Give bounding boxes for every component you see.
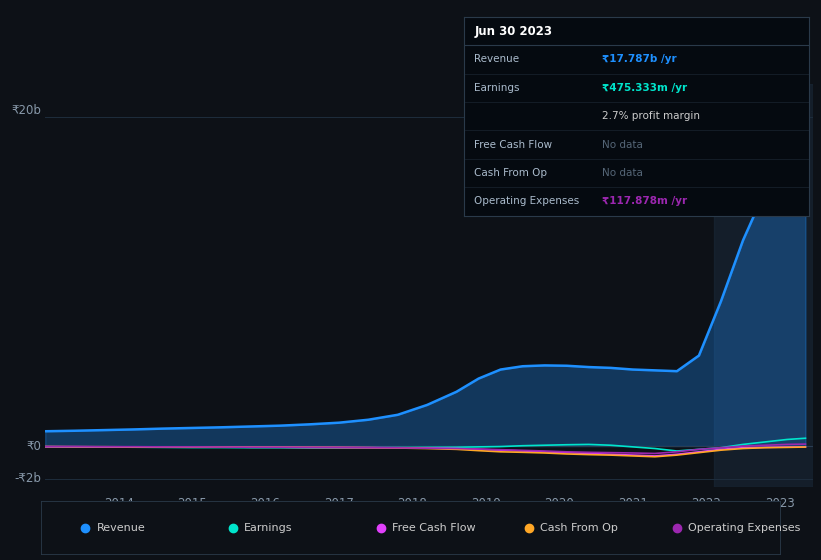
Text: ₹117.878m /yr: ₹117.878m /yr (602, 197, 687, 207)
Bar (713, 84, 813, 487)
Text: 2.7% profit margin: 2.7% profit margin (602, 111, 699, 121)
Text: Cash From Op: Cash From Op (540, 523, 617, 533)
Text: ₹475.333m /yr: ₹475.333m /yr (602, 83, 687, 93)
Text: Operating Expenses: Operating Expenses (475, 197, 580, 207)
Text: Earnings: Earnings (245, 523, 293, 533)
Text: ₹0: ₹0 (26, 440, 41, 452)
Text: Jun 30 2023: Jun 30 2023 (475, 25, 553, 38)
Text: No data: No data (602, 168, 643, 178)
Text: Operating Expenses: Operating Expenses (688, 523, 800, 533)
Text: ₹20b: ₹20b (11, 104, 41, 117)
Text: Free Cash Flow: Free Cash Flow (392, 523, 475, 533)
Text: Earnings: Earnings (475, 83, 520, 93)
Text: -₹2b: -₹2b (15, 473, 41, 486)
Text: Revenue: Revenue (97, 523, 145, 533)
Text: Cash From Op: Cash From Op (475, 168, 548, 178)
Text: ₹17.787b /yr: ₹17.787b /yr (602, 54, 677, 64)
Text: No data: No data (602, 139, 643, 150)
Text: Revenue: Revenue (475, 54, 520, 64)
Text: Free Cash Flow: Free Cash Flow (475, 139, 553, 150)
